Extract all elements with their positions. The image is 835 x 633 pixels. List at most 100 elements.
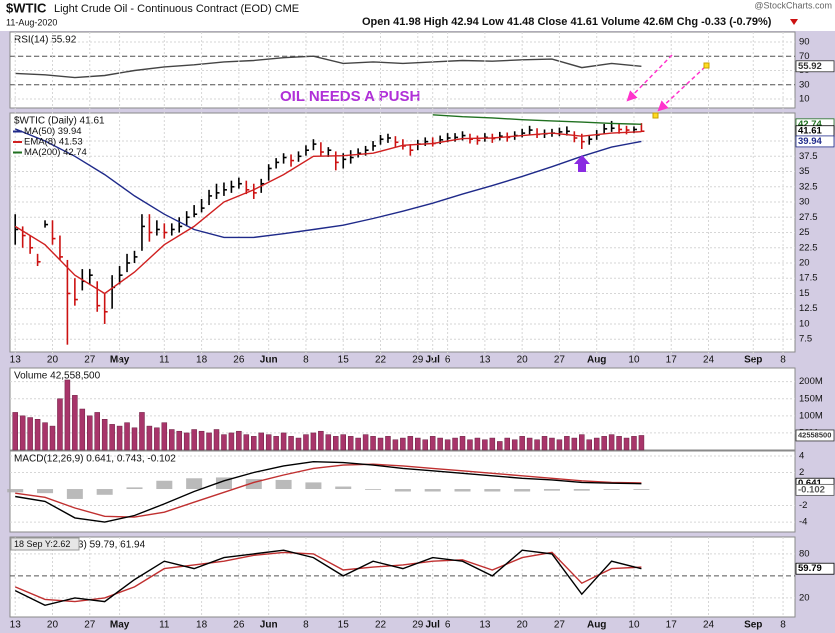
volume-bar bbox=[176, 430, 182, 451]
histogram-bar bbox=[7, 489, 24, 493]
histogram-bar bbox=[365, 489, 382, 490]
histogram-bar bbox=[484, 489, 501, 492]
tooltip: 18 Sep Y:2.62 bbox=[14, 539, 70, 549]
volume-bar bbox=[474, 437, 481, 451]
volume-bar bbox=[362, 434, 369, 451]
volume-bar bbox=[534, 439, 540, 451]
pink-arrow bbox=[657, 66, 706, 112]
series-line bbox=[15, 460, 642, 523]
annotation: OIL NEEDS A PUSH bbox=[280, 88, 420, 105]
volume-bar bbox=[586, 439, 592, 451]
volume-bar bbox=[139, 412, 145, 451]
series-line bbox=[15, 463, 642, 518]
x-tick-label: 26 bbox=[233, 620, 245, 631]
pink-arrow bbox=[626, 54, 673, 102]
volume-bar bbox=[27, 417, 33, 451]
instrument-name: Light Crude Oil - Continuous Contract (E… bbox=[54, 3, 299, 15]
volume-bar bbox=[564, 436, 570, 451]
legend-label: EMA(8) 41.53 bbox=[24, 137, 83, 148]
value-tag-label: 39.94 bbox=[798, 136, 822, 147]
value-tag-label: 41.61 bbox=[798, 126, 822, 137]
histogram-bar bbox=[573, 489, 590, 491]
volume-bar bbox=[467, 439, 473, 451]
x-tick-label: Jun bbox=[260, 620, 278, 631]
panel-label: RSI(14) 55.92 bbox=[14, 35, 77, 46]
volume-bar bbox=[79, 408, 86, 451]
volume-bar bbox=[131, 427, 138, 451]
volume-bar bbox=[64, 379, 71, 451]
histogram-bar bbox=[424, 489, 441, 492]
y-tick-label: 12.5 bbox=[799, 303, 818, 314]
series-line bbox=[14, 549, 642, 607]
y-tick-label: 4 bbox=[799, 450, 804, 461]
volume-bar bbox=[154, 427, 160, 451]
histogram-bar bbox=[37, 489, 54, 494]
y-tick-label: 30 bbox=[799, 197, 810, 208]
y-tick-label: -2 bbox=[799, 500, 807, 511]
yellow-marker bbox=[703, 62, 710, 69]
volume-bar bbox=[109, 424, 115, 451]
volume-bar bbox=[213, 429, 220, 451]
volume-bar bbox=[34, 419, 41, 451]
y-tick-label: 7.5 bbox=[799, 334, 812, 345]
volume-bar bbox=[161, 422, 168, 451]
volume-bar bbox=[459, 436, 466, 451]
y-tick-label: 10 bbox=[799, 318, 810, 329]
volume-bar bbox=[482, 439, 488, 451]
volume-bar bbox=[601, 436, 607, 451]
x-tick-label: 13 bbox=[10, 620, 22, 631]
x-tick-label: Jul bbox=[425, 620, 440, 631]
histogram-bar bbox=[514, 489, 531, 492]
volume-bar bbox=[12, 412, 18, 451]
volume-bar bbox=[526, 437, 533, 451]
volume-bar bbox=[295, 437, 302, 451]
x-tick-label: 15 bbox=[338, 620, 350, 631]
legend-label: MA(50) 39.94 bbox=[24, 126, 82, 137]
date: 11-Aug-2020 bbox=[6, 17, 57, 27]
volume-bar bbox=[504, 437, 510, 451]
volume-bar bbox=[258, 432, 264, 451]
volume-bar bbox=[146, 425, 153, 451]
histogram-bar bbox=[275, 479, 292, 490]
volume-bar bbox=[392, 439, 399, 451]
histogram-bar bbox=[66, 489, 83, 499]
x-tick-label: 20 bbox=[47, 620, 59, 631]
volume-bar bbox=[251, 436, 257, 451]
volume-bar bbox=[318, 430, 324, 451]
x-tick-label: 24 bbox=[703, 620, 715, 631]
series-line bbox=[14, 551, 642, 603]
volume-bar bbox=[437, 437, 443, 451]
x-tick-label: 10 bbox=[628, 620, 640, 631]
value-tag-label: 42558500 bbox=[798, 430, 831, 439]
volume-bar bbox=[169, 429, 175, 451]
y-tick-label: 80 bbox=[799, 548, 810, 559]
y-tick-label: 17.5 bbox=[799, 273, 818, 284]
y-tick-label: 70 bbox=[799, 51, 810, 62]
volume-bar bbox=[221, 434, 227, 451]
volume-bar bbox=[541, 436, 548, 451]
histogram-bar bbox=[126, 487, 143, 490]
y-tick-label: 30 bbox=[799, 79, 810, 90]
volume-bar bbox=[623, 437, 630, 451]
x-tick-label: May bbox=[110, 620, 130, 631]
volume-bar bbox=[631, 436, 637, 451]
volume-bar bbox=[444, 439, 451, 451]
x-tick-label: 6 bbox=[445, 620, 451, 631]
volume-bar bbox=[72, 395, 78, 451]
value-tag-label: 0.641 bbox=[798, 478, 822, 489]
value-tag-label: 55.92 bbox=[798, 61, 822, 72]
panel-label: $WTIC (Daily) 41.61 bbox=[14, 116, 105, 127]
volume-bar bbox=[608, 434, 615, 451]
volume-bar bbox=[191, 429, 197, 451]
volume-bar bbox=[340, 434, 346, 451]
histogram-bar bbox=[633, 489, 650, 490]
volume-bar bbox=[571, 437, 578, 451]
source: @StockCharts.com bbox=[754, 0, 832, 10]
volume-bar bbox=[556, 439, 563, 451]
volume-bar bbox=[370, 436, 376, 451]
y-tick-label: 20 bbox=[799, 258, 810, 269]
x-tick-label: 17 bbox=[666, 620, 678, 631]
x-tick-label: Sep bbox=[744, 620, 762, 631]
volume-bar bbox=[325, 434, 332, 451]
x-tick-label: 29 bbox=[412, 620, 424, 631]
